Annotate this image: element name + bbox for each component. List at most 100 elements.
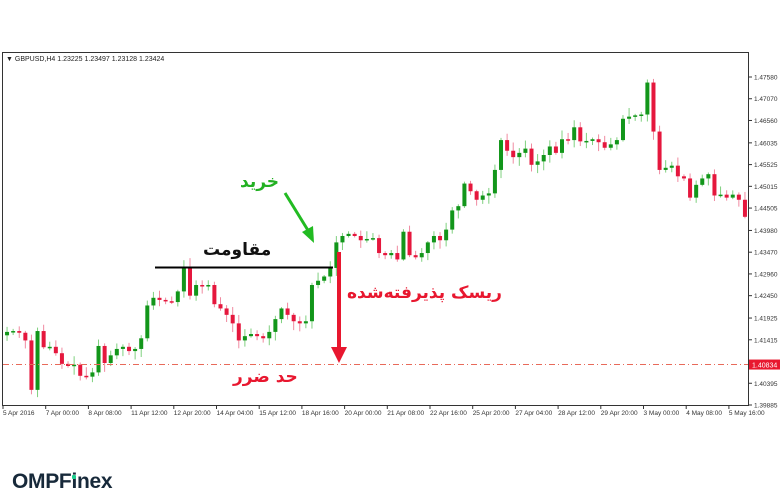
bullish-candle xyxy=(370,238,375,240)
symbol-info: ▼ GBPUSD,H4 1.23225 1.23497 1.23128 1.23… xyxy=(6,56,165,63)
bearish-candle xyxy=(102,345,107,364)
bearish-candle xyxy=(602,142,607,148)
bullish-candle xyxy=(572,127,577,141)
x-tick-label: 3 May 00:00 xyxy=(644,410,680,417)
bullish-candle xyxy=(316,280,321,286)
bearish-candle xyxy=(413,255,418,258)
bullish-candle xyxy=(364,238,369,241)
bullish-candle xyxy=(194,285,199,296)
buy-arrow-shaft xyxy=(283,192,311,233)
bearish-candle xyxy=(212,285,217,305)
bullish-candle xyxy=(584,140,589,143)
y-tick-label: 1.45525 xyxy=(754,162,778,169)
bearish-candle xyxy=(29,340,34,390)
bearish-candle xyxy=(511,150,516,158)
bullish-candle xyxy=(663,167,668,170)
bullish-candle xyxy=(120,346,125,349)
x-tick-label: 27 Apr 04:00 xyxy=(515,410,552,417)
x-tick-label: 25 Apr 20:00 xyxy=(473,410,510,417)
bullish-candle xyxy=(401,231,406,260)
bullish-candle xyxy=(462,183,467,207)
bearish-candle xyxy=(681,176,686,179)
x-tick-label: 18 Apr 16:00 xyxy=(302,410,339,417)
bullish-candle xyxy=(267,331,272,339)
bullish-candle xyxy=(499,140,504,170)
bullish-candle xyxy=(151,297,156,306)
bullish-candle xyxy=(444,229,449,241)
bearish-candle xyxy=(675,165,680,177)
bullish-candle xyxy=(718,194,723,197)
bullish-candle xyxy=(145,305,150,339)
bullish-candle xyxy=(273,319,278,332)
bullish-candle xyxy=(340,235,345,243)
bullish-candle xyxy=(175,291,180,303)
y-tick-label: 1.41925 xyxy=(754,316,778,323)
buy-arrow-head xyxy=(302,226,314,243)
stop-loss-label: حد ضرر xyxy=(233,367,298,387)
accepted-risk-label: ریسک پذیرفته‌شده xyxy=(347,283,502,303)
bearish-candle xyxy=(651,82,656,132)
bullish-candle xyxy=(450,210,455,230)
bearish-candle xyxy=(261,336,266,339)
y-tick-label: 1.42450 xyxy=(754,293,778,300)
bearish-candle xyxy=(41,331,46,348)
y-tick-label: 1.39885 xyxy=(754,403,778,410)
bearish-candle xyxy=(358,235,363,241)
bearish-candle xyxy=(285,308,290,315)
bearish-candle xyxy=(438,235,443,241)
y-tick-label: 1.46035 xyxy=(754,140,778,147)
bearish-candle xyxy=(230,314,235,324)
x-tick-label: 28 Apr 12:00 xyxy=(558,410,595,417)
bullish-candle xyxy=(328,267,333,277)
y-tick-label: 1.43980 xyxy=(754,228,778,235)
bearish-candle xyxy=(255,334,260,337)
bullish-candle xyxy=(694,184,699,198)
bearish-candle xyxy=(59,353,64,364)
bearish-candle xyxy=(724,194,729,198)
ompfinex-logo: OMPFinex xyxy=(12,470,113,494)
x-tick-label: 5 Apr 2016 xyxy=(3,410,35,417)
bearish-candle xyxy=(218,304,223,309)
bearish-candle xyxy=(468,183,473,192)
x-tick-label: 15 Apr 12:00 xyxy=(259,410,296,417)
y-axis: 1.47580 1.47070 1.46560 1.46035 1.45525 1.450… xyxy=(748,75,780,410)
x-tick-label: 29 Apr 20:00 xyxy=(601,410,638,417)
bearish-candle xyxy=(78,364,83,376)
bearish-candle xyxy=(84,375,89,378)
bearish-candle xyxy=(200,285,205,287)
x-tick-label: 8 Apr 08:00 xyxy=(88,410,122,417)
bullish-candle xyxy=(133,348,138,352)
bullish-candle xyxy=(248,334,253,337)
bullish-candle xyxy=(72,364,77,367)
y-tick-label: 1.47580 xyxy=(754,75,778,82)
bearish-candle xyxy=(596,139,601,143)
y-tick-label: 1.40395 xyxy=(754,381,778,388)
bullish-candle xyxy=(700,178,705,185)
bullish-candle xyxy=(614,140,619,145)
x-tick-label: 14 Apr 04:00 xyxy=(217,410,254,417)
bearish-candle xyxy=(383,253,388,256)
bullish-candle xyxy=(181,266,186,292)
buy-label: خرید xyxy=(240,172,280,192)
bearish-candle xyxy=(291,314,296,322)
bullish-candle xyxy=(535,161,540,165)
bearish-candle xyxy=(688,178,693,198)
bearish-candle xyxy=(53,346,58,354)
bullish-candle xyxy=(730,194,735,198)
bullish-candle xyxy=(480,195,485,200)
y-tick-label: 1.41415 xyxy=(754,337,778,344)
bearish-candle xyxy=(352,233,357,236)
resistance-label: مقاومت xyxy=(203,240,272,260)
logo-text-i: i xyxy=(71,470,78,493)
bullish-candle xyxy=(389,253,394,256)
bearish-candle xyxy=(578,127,583,142)
y-tick-label: 1.45015 xyxy=(754,184,778,191)
risk-arrow-head xyxy=(331,347,347,363)
bullish-candle xyxy=(5,331,10,336)
bullish-candle xyxy=(419,253,424,258)
bullish-candle xyxy=(114,348,119,356)
bearish-candle xyxy=(742,199,747,217)
bearish-candle xyxy=(505,140,510,151)
y-tick-label: 1.42960 xyxy=(754,271,778,278)
